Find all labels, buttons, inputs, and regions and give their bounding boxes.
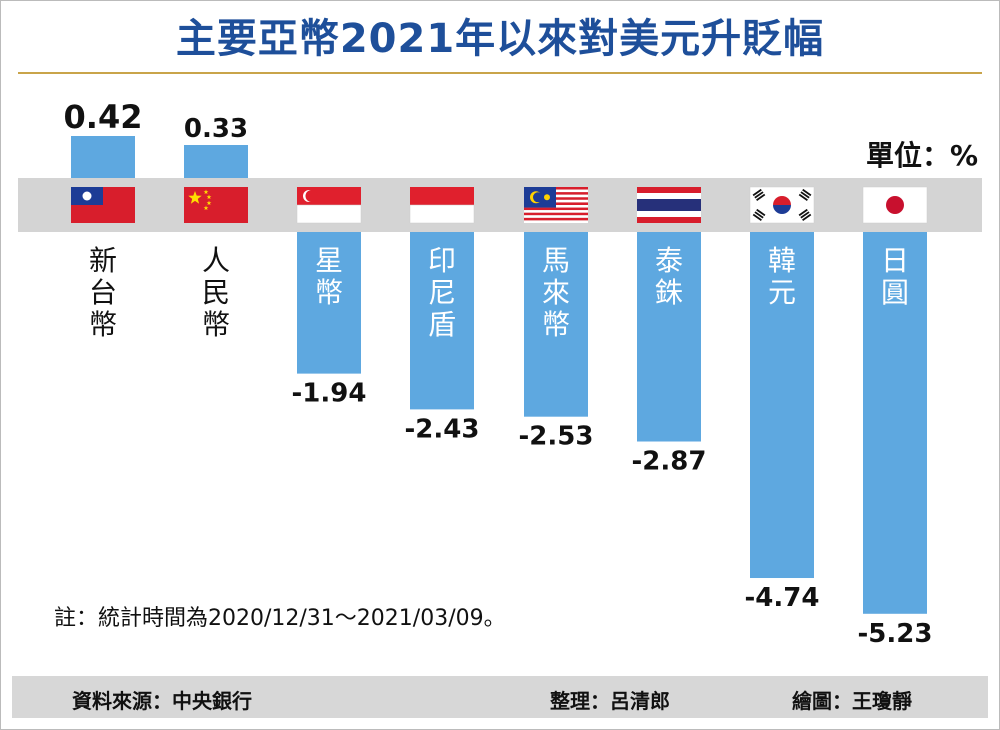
chart-credit: 繪圖：王瓊靜 bbox=[792, 689, 912, 713]
thailand-flag bbox=[637, 187, 701, 223]
china-flag bbox=[184, 187, 248, 223]
value-label: -1.94 bbox=[292, 379, 367, 409]
category-label: 韓元 bbox=[768, 244, 796, 309]
flag-band bbox=[18, 178, 982, 232]
taiwan-flag bbox=[71, 187, 135, 223]
unit-label: 單位：% bbox=[865, 139, 978, 172]
value-label: -2.43 bbox=[405, 414, 480, 444]
singapore-flag bbox=[296, 187, 362, 224]
chart-title: 主要亞幣2021年以來對美元升貶幅 bbox=[175, 16, 825, 62]
title-divider bbox=[18, 72, 982, 74]
bar-4 bbox=[410, 232, 474, 410]
bar-2 bbox=[184, 145, 248, 178]
indonesia-flag bbox=[409, 187, 475, 224]
bar-7 bbox=[750, 232, 814, 579]
bar-1 bbox=[71, 136, 135, 178]
category-label: 泰銖 bbox=[655, 244, 683, 309]
footer-bar: 資料來源：中央銀行 整理：呂清郎 繪圖：王瓊靜 bbox=[12, 676, 988, 718]
bar-5 bbox=[524, 232, 588, 417]
editor-credit: 整理：呂清郎 bbox=[550, 689, 670, 713]
category-label: 馬來幣 bbox=[542, 244, 570, 341]
japan-flag bbox=[862, 186, 928, 224]
footnote: 註：統計時間為2020/12/31～2021/03/09。 bbox=[54, 606, 506, 631]
value-label: 0.33 bbox=[184, 114, 248, 144]
malaysia-flag bbox=[524, 187, 588, 223]
value-label: -5.23 bbox=[858, 619, 933, 649]
bar-6 bbox=[637, 232, 701, 442]
value-label: -4.74 bbox=[745, 583, 820, 613]
category-label: 人民幣 bbox=[202, 244, 230, 341]
bar-3 bbox=[297, 232, 361, 374]
value-label: -2.53 bbox=[519, 422, 594, 452]
category-label: 印尼盾 bbox=[428, 244, 456, 341]
value-label: 0.42 bbox=[64, 98, 143, 136]
category-label: 新台幣 bbox=[89, 244, 117, 341]
bar-8 bbox=[863, 232, 927, 614]
source-credit: 資料來源：中央銀行 bbox=[72, 689, 252, 713]
value-label: -2.87 bbox=[632, 447, 707, 477]
category-label: 星幣 bbox=[315, 244, 343, 309]
category-label: 日圓 bbox=[881, 244, 909, 309]
korea-flag bbox=[749, 186, 815, 224]
